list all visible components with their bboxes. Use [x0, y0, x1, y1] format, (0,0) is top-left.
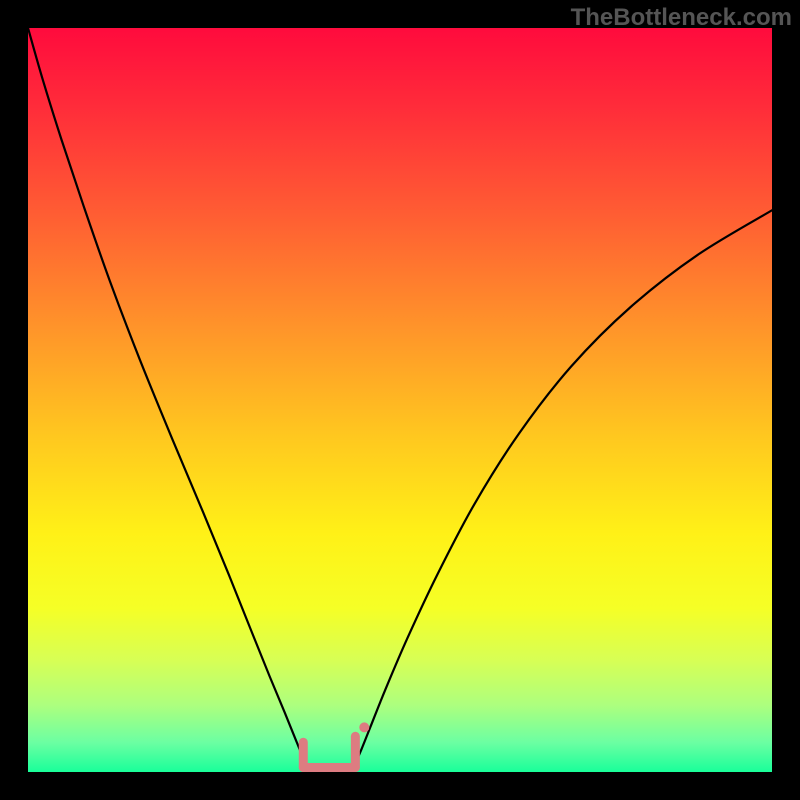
plot-area	[28, 28, 772, 772]
chart-container: TheBottleneck.com	[0, 0, 800, 800]
watermark: TheBottleneck.com	[571, 4, 792, 32]
bottom-band-dot	[359, 722, 369, 732]
plot-svg	[28, 28, 772, 772]
gradient-background	[28, 28, 772, 772]
